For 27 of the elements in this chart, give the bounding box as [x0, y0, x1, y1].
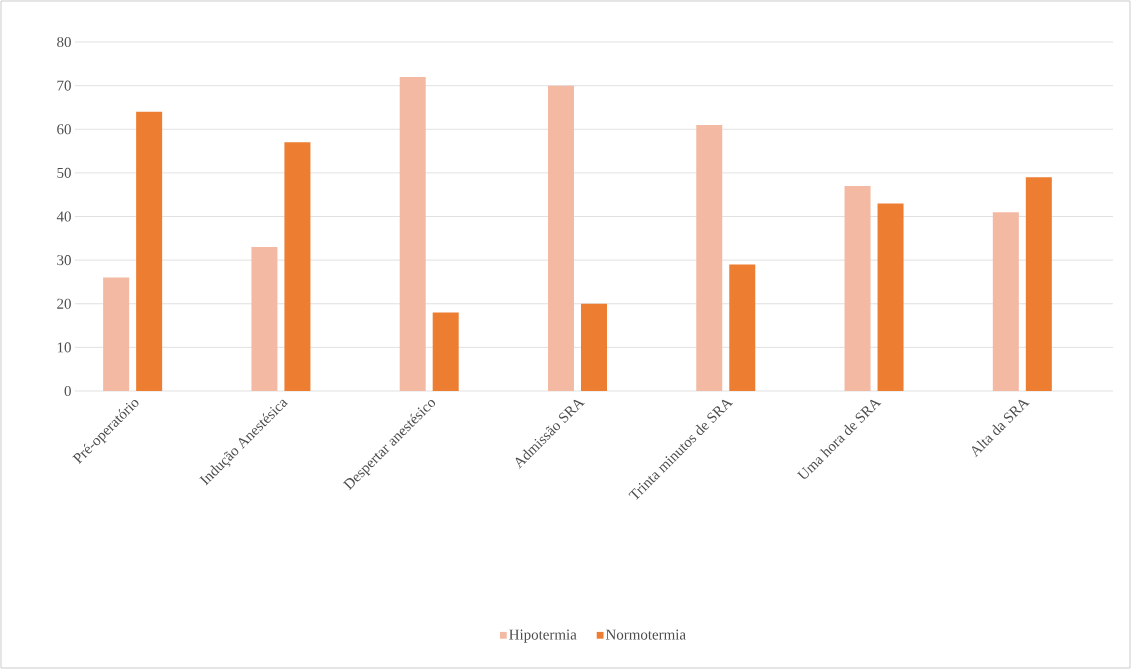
bar: [696, 124, 723, 391]
bar: [877, 203, 904, 391]
bar: [844, 185, 871, 391]
y-tick-label: 20: [57, 298, 71, 309]
y-tick-label: 10: [57, 342, 71, 353]
y-tick-label: 70: [57, 80, 71, 91]
legend-label: Hipotermia: [509, 629, 577, 643]
legend-label: Normotermia: [605, 629, 686, 640]
y-tick-label: 0: [64, 385, 71, 397]
y-tick-label: 50: [57, 167, 71, 178]
y-tick-label: 30: [57, 255, 71, 266]
y-tick-label: 40: [56, 211, 71, 222]
bar: [547, 85, 574, 391]
bar: [992, 212, 1019, 391]
bar: [103, 277, 130, 391]
bar: [729, 264, 756, 391]
bar: [399, 76, 426, 391]
bar: [284, 142, 311, 391]
x-tick-label: Uma hora de SRA: [796, 399, 882, 479]
bar: [136, 111, 163, 391]
x-tick-label: Alta da SRA: [971, 399, 1030, 458]
bar: [580, 303, 607, 391]
bar: [432, 312, 459, 391]
y-tick-label: 60: [57, 124, 71, 135]
y-tick-label: 80: [57, 36, 71, 48]
bar: [251, 247, 278, 391]
bar: [1025, 177, 1052, 391]
